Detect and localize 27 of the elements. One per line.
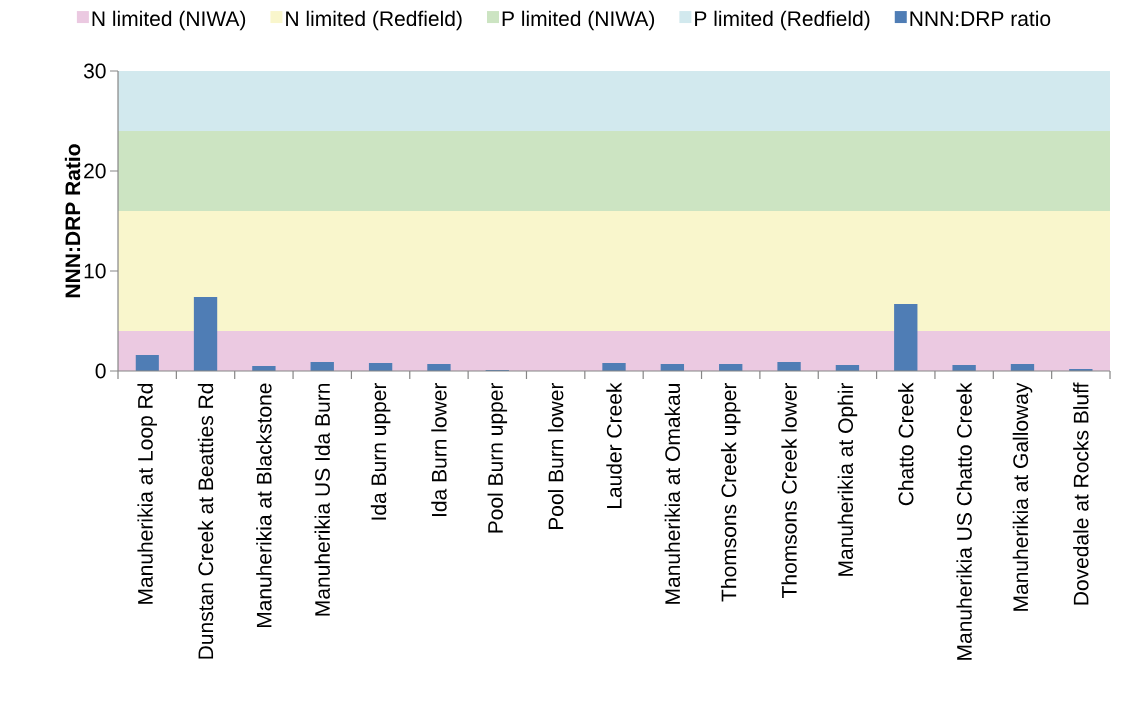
x-tick-label: Chatto Creek <box>898 382 914 506</box>
legend-label: N limited (NIWA) <box>92 10 246 31</box>
y-axis-title: NNN:DRP Ratio <box>64 144 81 298</box>
x-tick-label: Dovedale at Rocks Bluff <box>1073 382 1089 605</box>
x-tick-label: Lauder Creek <box>606 382 622 509</box>
x-tick-label: Manuherikia at Galloway <box>1012 382 1033 611</box>
y-tick-label: 20 <box>84 163 106 179</box>
y-tick-label: 10 <box>84 263 106 279</box>
y-tick-label: 0 <box>95 363 106 379</box>
x-tick-label: Thomsons Creek upper <box>720 382 741 602</box>
x-tick-label: Manuherikia US Ida Burn <box>314 383 330 616</box>
legend-label: P limited (Redfield) <box>695 10 870 31</box>
x-tick-label: Dunstan Creek at Beatties Rd <box>197 383 214 659</box>
y-tick-label: 30 <box>83 63 106 79</box>
x-tick-label: Ida Burn upper <box>370 382 391 520</box>
legend-label: N limited (Redfield) <box>286 10 462 31</box>
legend-label: NNN:DRP ratio <box>910 10 1051 27</box>
x-tick-label: Manuherikia US Chatto Creek <box>956 382 972 660</box>
x-tick-label: Manuherikia at Ophir <box>837 382 858 576</box>
x-tick-label: Manuherikia at Loop Rd <box>137 383 157 604</box>
x-tick-label: Manuherikia at Omakau <box>664 383 681 604</box>
x-tick-label: Thomsons Creek lower <box>781 382 797 598</box>
x-tick-label: Manuherikia at Blackstone <box>256 383 272 628</box>
legend-label: P limited (NIWA) <box>502 10 655 31</box>
x-tick-label: Pool Burn upper <box>487 382 508 533</box>
x-tick-label: Pool Burn lower <box>547 382 564 530</box>
x-tick-label: Ida Burn lower <box>431 382 447 516</box>
